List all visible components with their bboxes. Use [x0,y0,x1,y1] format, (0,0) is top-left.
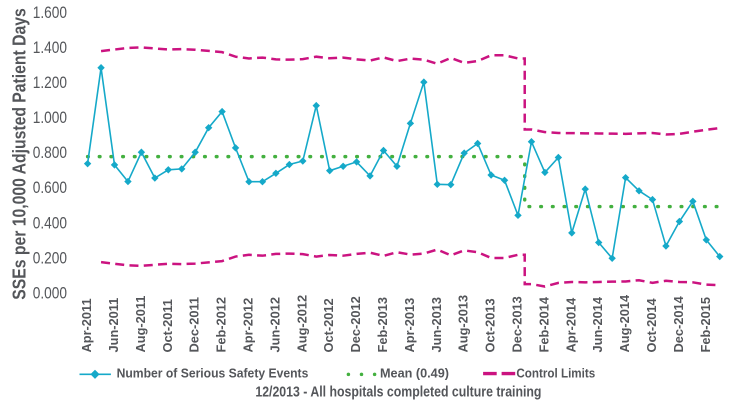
svg-text:Feb-2012: Feb-2012 [213,297,228,353]
svg-text:SSEs per 10,000 Adjusted Patie: SSEs per 10,000 Adjusted Patient Days [9,8,29,299]
svg-text:Dec-2013: Dec-2013 [509,296,524,352]
svg-text:1.600: 1.600 [33,4,67,22]
svg-text:Aug-2014: Aug-2014 [617,294,632,352]
svg-text:Feb-2014: Feb-2014 [536,296,551,352]
svg-text:Dec-2011: Dec-2011 [187,297,202,353]
svg-text:Number of Serious Safety Event: Number of Serious Safety Events [117,366,309,380]
svg-text:1.200: 1.200 [33,74,67,92]
svg-text:Oct-2013: Oct-2013 [482,298,497,352]
svg-text:Apr-2013: Apr-2013 [402,298,417,353]
svg-text:Oct-2012: Oct-2012 [321,298,336,352]
svg-text:0.400: 0.400 [33,214,67,232]
svg-text:Jun-2012: Jun-2012 [267,297,282,353]
svg-text:Dec-2014: Dec-2014 [671,296,686,353]
svg-text:Aug-2011: Aug-2011 [133,296,148,353]
svg-text:Jun-2013: Jun-2013 [429,297,444,353]
svg-text:0.600: 0.600 [33,179,67,197]
svg-text:Feb-2013: Feb-2013 [375,297,390,353]
svg-text:0.000: 0.000 [33,284,67,302]
svg-text:Dec-2012: Dec-2012 [348,296,363,352]
svg-text:Apr-2014: Apr-2014 [563,297,578,353]
svg-text:12/2013 - All hospitals comple: 12/2013 - All hospitals completed cultur… [255,384,541,400]
svg-text:Oct-2014: Oct-2014 [644,298,659,353]
svg-text:Jun-2011: Jun-2011 [106,298,121,353]
svg-text:1.400: 1.400 [33,39,67,57]
svg-text:1.000: 1.000 [33,109,67,127]
svg-text:Control Limits: Control Limits [516,366,595,381]
svg-text:Apr-2011: Apr-2011 [79,298,94,352]
svg-text:Apr-2012: Apr-2012 [240,298,255,353]
svg-text:0.800: 0.800 [33,144,67,162]
svg-text:Feb-2015: Feb-2015 [698,297,713,353]
svg-text:Oct-2011: Oct-2011 [160,299,175,352]
svg-text:0.200: 0.200 [33,249,67,267]
svg-text:Aug-2012: Aug-2012 [294,295,309,353]
svg-text:Jun-2014: Jun-2014 [590,296,605,352]
svg-text:Aug-2013: Aug-2013 [456,295,471,353]
svg-text:Mean (0.49): Mean (0.49) [380,365,449,380]
